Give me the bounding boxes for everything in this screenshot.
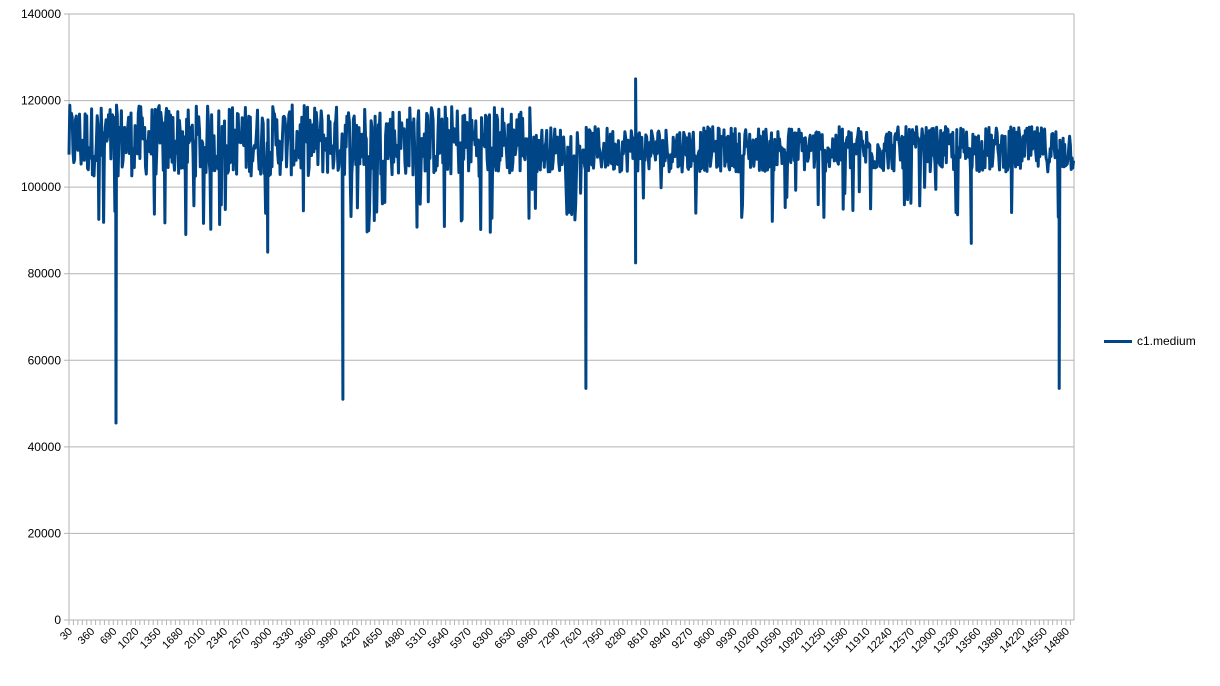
svg-text:7620: 7620	[559, 626, 585, 652]
svg-text:6630: 6630	[492, 626, 518, 652]
svg-text:30: 30	[58, 626, 75, 643]
svg-text:6300: 6300	[470, 626, 496, 652]
svg-text:3660: 3660	[293, 626, 319, 652]
svg-text:8280: 8280	[603, 626, 629, 652]
legend-swatch	[1104, 339, 1132, 343]
svg-text:1350: 1350	[138, 626, 164, 652]
svg-text:4650: 4650	[359, 626, 385, 652]
gridlines	[64, 13, 1075, 625]
y-axis: 0 20000 40000 60000 80000 100000 120000 140000	[21, 7, 61, 627]
svg-text:5640: 5640	[426, 626, 452, 652]
svg-text:0: 0	[54, 613, 61, 627]
svg-text:3990: 3990	[315, 626, 341, 652]
svg-text:3000: 3000	[249, 626, 275, 652]
svg-text:1020: 1020	[116, 626, 142, 652]
svg-text:140000: 140000	[21, 7, 61, 21]
svg-text:5970: 5970	[448, 626, 474, 652]
svg-text:3330: 3330	[271, 626, 297, 652]
svg-text:10920: 10920	[776, 626, 806, 656]
svg-text:7290: 7290	[537, 626, 563, 652]
series-line-c1-medium	[67, 77, 1076, 425]
svg-text:80000: 80000	[28, 267, 62, 281]
svg-text:60000: 60000	[28, 353, 62, 367]
svg-text:6960: 6960	[515, 626, 541, 652]
svg-text:4980: 4980	[382, 626, 408, 652]
svg-text:360: 360	[76, 626, 97, 647]
svg-text:120000: 120000	[21, 94, 61, 108]
svg-text:7950: 7950	[581, 626, 607, 652]
svg-text:20000: 20000	[28, 526, 62, 540]
svg-text:2340: 2340	[204, 626, 230, 652]
svg-text:4320: 4320	[337, 626, 363, 652]
svg-text:5310: 5310	[404, 626, 430, 652]
svg-text:40000: 40000	[28, 440, 62, 454]
legend: c1.medium	[1104, 334, 1196, 348]
x-axis: 30 360 69010201350168020102340267030003330…	[58, 620, 1072, 656]
svg-text:2010: 2010	[182, 626, 208, 652]
legend-label: c1.medium	[1137, 334, 1196, 348]
svg-text:8610: 8610	[625, 626, 651, 652]
svg-text:1680: 1680	[160, 626, 186, 652]
svg-text:100000: 100000	[21, 180, 61, 194]
svg-text:9600: 9600	[692, 626, 718, 652]
svg-text:2670: 2670	[227, 626, 253, 652]
svg-text:14880: 14880	[1042, 626, 1072, 656]
svg-text:8940: 8940	[647, 626, 673, 652]
svg-text:9270: 9270	[670, 626, 696, 652]
